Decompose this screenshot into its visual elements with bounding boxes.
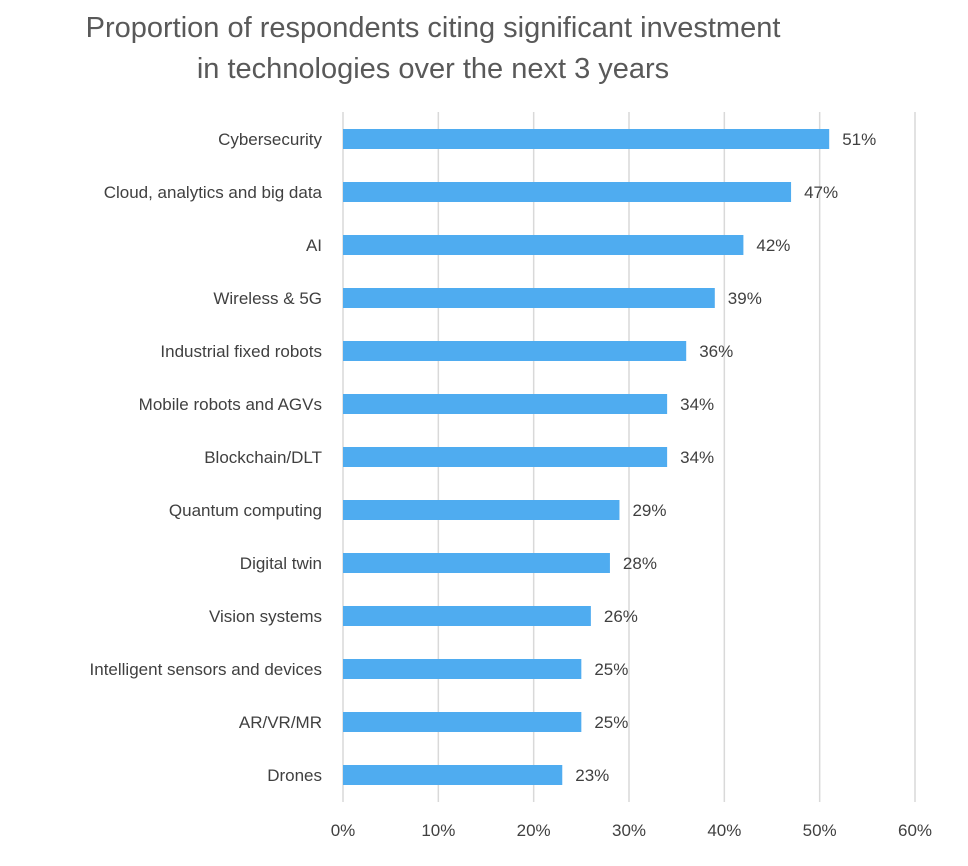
x-tick-label: 50%	[803, 821, 837, 840]
category-label: Drones	[267, 766, 322, 785]
data-label: 28%	[623, 554, 657, 573]
category-label: Vision systems	[209, 607, 322, 626]
bar	[343, 341, 687, 361]
bars	[343, 129, 830, 785]
category-label: Blockchain/DLT	[204, 448, 322, 467]
data-label: 26%	[604, 607, 638, 626]
category-label: AR/VR/MR	[239, 713, 322, 732]
category-label: Cybersecurity	[218, 130, 322, 149]
category-label: Mobile robots and AGVs	[139, 395, 322, 414]
bar	[343, 606, 591, 626]
category-label: Industrial fixed robots	[160, 342, 322, 361]
bar	[343, 712, 582, 732]
x-tick-label: 60%	[898, 821, 932, 840]
chart-title-line-1: Proportion of respondents citing signifi…	[85, 12, 781, 44]
labels: 0% 10% 20% 30% 40% 50% 60% Cybersecurity 51% Clou…	[90, 130, 933, 840]
bar	[343, 500, 620, 520]
x-tick-label: 10%	[421, 821, 455, 840]
data-label: 39%	[728, 289, 762, 308]
data-label: 25%	[594, 660, 628, 679]
bar	[343, 447, 668, 467]
category-label: Wireless & 5G	[213, 289, 322, 308]
data-label: 34%	[680, 448, 714, 467]
data-label: 36%	[699, 342, 733, 361]
data-label: 25%	[594, 713, 628, 732]
x-tick-label: 30%	[612, 821, 646, 840]
data-label: 23%	[575, 766, 609, 785]
category-label: Intelligent sensors and devices	[90, 660, 322, 679]
bar	[343, 129, 830, 149]
bar	[343, 765, 563, 785]
bar	[343, 553, 610, 573]
chart-title: Proportion of respondents citing signifi…	[0, 8, 866, 90]
data-label: 34%	[680, 395, 714, 414]
category-label: Cloud, analytics and big data	[104, 183, 323, 202]
chart-title-line-2: in technologies over the next 3 years	[196, 53, 670, 85]
category-label: Quantum computing	[169, 501, 322, 520]
bar	[343, 182, 792, 202]
data-label: 51%	[842, 130, 876, 149]
bar	[343, 659, 582, 679]
data-label: 42%	[756, 236, 790, 255]
data-label: 47%	[804, 183, 838, 202]
bar	[343, 235, 744, 255]
data-label: 29%	[632, 501, 666, 520]
bar	[343, 394, 668, 414]
category-label: Digital twin	[240, 554, 322, 573]
x-tick-label: 0%	[331, 821, 356, 840]
x-tick-label: 40%	[707, 821, 741, 840]
x-tick-label: 20%	[517, 821, 551, 840]
bar	[343, 288, 715, 308]
category-label: AI	[306, 236, 322, 255]
